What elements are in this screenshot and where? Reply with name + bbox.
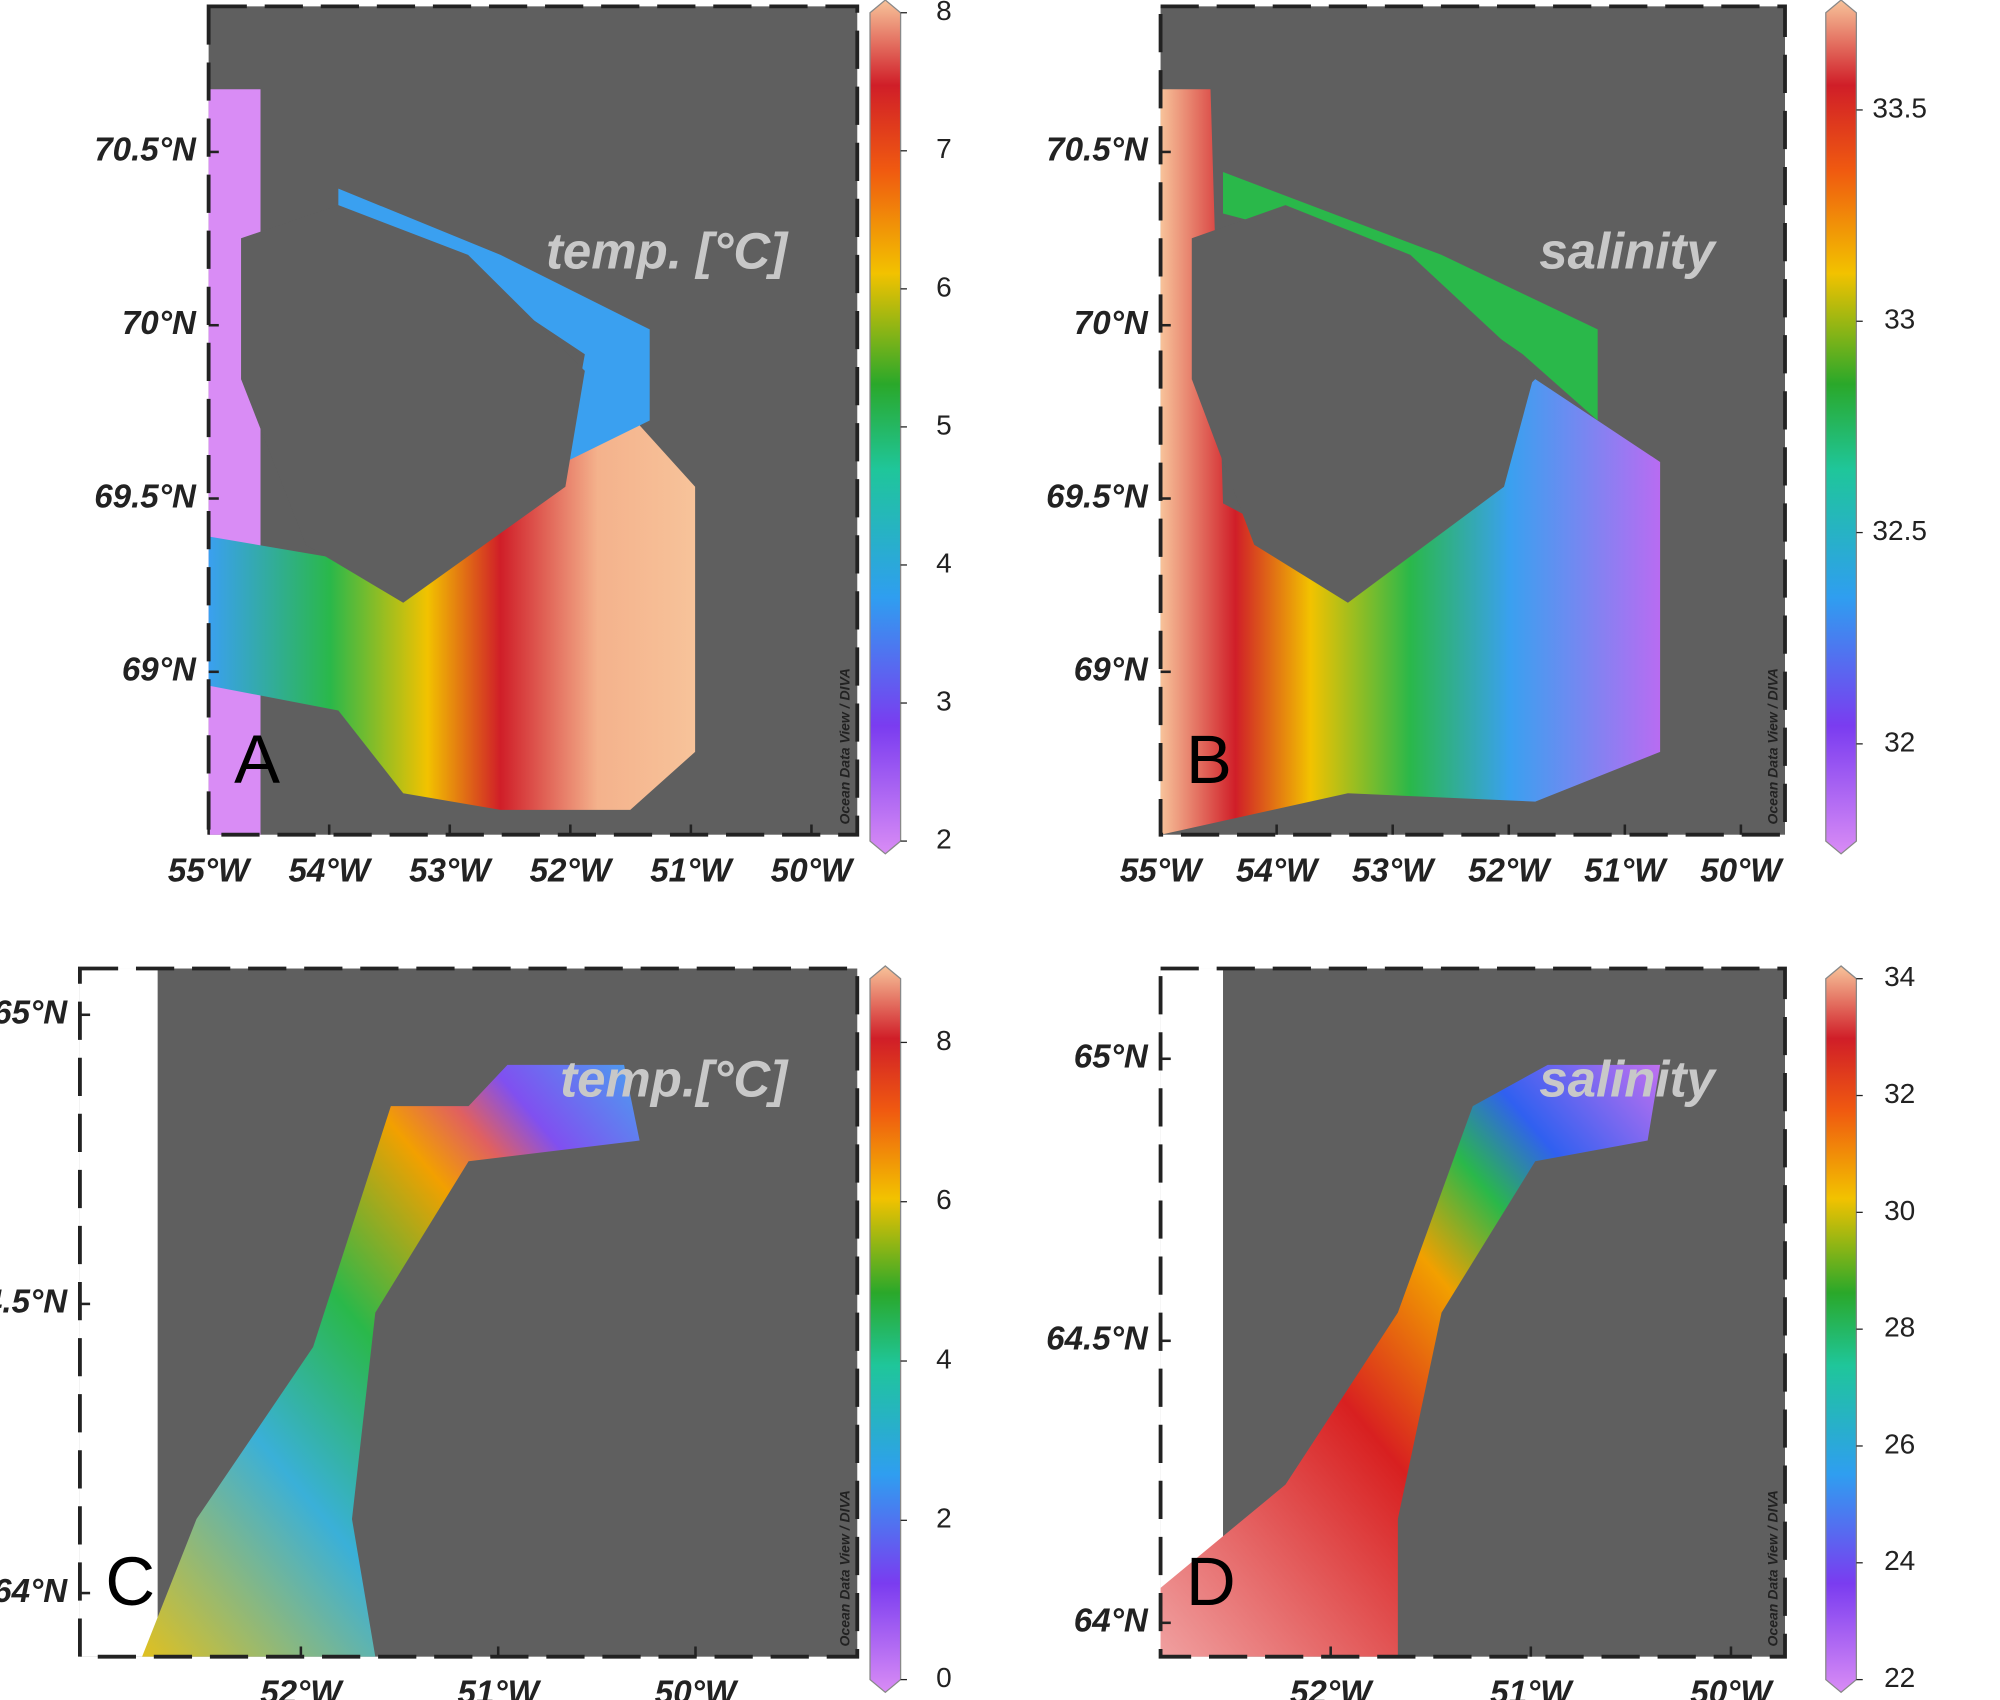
island (241, 205, 585, 603)
y-tick-label: 70°N (122, 305, 197, 342)
x-tick-label: 52°W (530, 853, 614, 890)
colorbar-tick-label: 3 (936, 685, 952, 716)
colorbar-tick-label: 8 (936, 0, 952, 26)
colorbar (1825, 0, 1858, 855)
water-field (142, 1064, 640, 1657)
coastal-shelf (79, 968, 158, 1657)
water-field (208, 379, 696, 810)
x-tick-label: 51°W (1584, 853, 1668, 890)
map-frame (206, 4, 860, 837)
colorbar-tick-label: 33.5 (1872, 92, 1927, 123)
map-panel: salinity B Ocean Data View / DIVA 55°W 54°W 5… (1046, 0, 1927, 890)
colorbar-tick-label: 32 (1884, 1078, 1915, 1109)
y-tick-label: 64°N (1074, 1603, 1149, 1640)
colorbar (869, 0, 902, 855)
x-tick-label: 51°W (650, 853, 734, 890)
y-tick-label: 69.5°N (94, 478, 197, 515)
colorbar-tick-label: 30 (1884, 1195, 1915, 1226)
colorbar-tick-label: 6 (936, 271, 952, 302)
x-tick-label: 53°W (409, 853, 493, 890)
coastal-shelf (1160, 968, 1224, 1657)
x-tick-label: 52°W (1468, 853, 1552, 890)
map-panel: salinity D Ocean Data View / DIVA 52°W 51°W 5… (1046, 961, 1915, 1700)
y-tick-label: 69°N (122, 652, 197, 689)
panel-letter: D (1186, 1543, 1236, 1620)
map-panel: temp.[°C] C Ocean Data View / DIVA 52°W 51°W… (0, 965, 952, 1700)
credit: Ocean Data View / DIVA (837, 1490, 853, 1646)
panel-letter: B (1186, 721, 1232, 798)
x-tick-label: 51°W (458, 1675, 542, 1700)
colorbar-tick-label: 32 (1884, 726, 1915, 757)
colorbar-tick-label: 2 (936, 823, 952, 854)
colorbar-tick-label: 32.5 (1872, 515, 1927, 546)
x-tick-label: 55°W (1120, 853, 1204, 890)
map-frame (77, 966, 860, 1659)
panel-title: temp.[°C] (560, 1051, 789, 1108)
colorbar-tick-label: 4 (936, 547, 952, 578)
panel-title: salinity (1539, 1051, 1717, 1108)
map-frame (1158, 966, 1787, 1659)
y-tick-label: 69°N (1074, 652, 1149, 689)
y-tick-label: 65°N (1074, 1039, 1149, 1076)
x-tick-label: 52°W (260, 1675, 344, 1700)
x-tick-label: 55°W (168, 853, 252, 890)
panel-letter: C (105, 1543, 155, 1620)
colorbar (869, 965, 902, 1694)
colorbar-tick-label: 28 (1884, 1312, 1915, 1343)
colorbar-tick-label: 34 (1884, 961, 1915, 992)
x-tick-label: 51°W (1490, 1675, 1574, 1700)
colorbar-tick-label: 8 (936, 1025, 952, 1056)
water-field (1160, 89, 1661, 835)
colorbar-tick-label: 33 (1884, 304, 1915, 335)
x-tick-label: 54°W (1236, 853, 1320, 890)
panels: temp. [°C] A Ocean Data View / DIVA 55°W 54°… (0, 0, 1927, 1700)
y-tick-label: 64°N (0, 1573, 68, 1610)
water-field (1160, 1064, 1661, 1657)
colorbar-tick-label: 6 (936, 1184, 952, 1215)
map-panel: temp. [°C] A Ocean Data View / DIVA 55°W 54°… (94, 0, 952, 890)
credit: Ocean Data View / DIVA (837, 668, 853, 824)
colorbar (1825, 965, 1858, 1694)
y-tick-label: 64.5°N (1046, 1321, 1149, 1358)
island (1191, 205, 1536, 603)
colorbar-tick-label: 7 (936, 133, 952, 164)
colorbar-tick-label: 5 (936, 409, 952, 440)
y-tick-label: 64.5°N (0, 1284, 68, 1321)
colorbar-tick-label: 22 (1884, 1662, 1915, 1693)
water-field (338, 188, 650, 462)
x-tick-label: 50°W (655, 1675, 739, 1700)
y-tick-label: 70.5°N (1046, 132, 1149, 169)
x-tick-label: 52°W (1290, 1675, 1374, 1700)
colorbar-tick-label: 2 (936, 1503, 952, 1534)
panel-letter: A (234, 721, 280, 798)
colorbar-tick-label: 0 (936, 1662, 952, 1693)
y-tick-label: 70.5°N (94, 132, 197, 169)
panel-title: salinity (1539, 222, 1717, 279)
x-tick-label: 50°W (1690, 1675, 1774, 1700)
x-tick-label: 50°W (771, 853, 855, 890)
map-frame (1158, 4, 1787, 837)
colorbar-tick-label: 4 (936, 1343, 952, 1374)
y-tick-label: 69.5°N (1046, 478, 1149, 515)
credit: Ocean Data View / DIVA (1764, 668, 1780, 824)
colorbar-tick-label: 26 (1884, 1428, 1915, 1459)
credit: Ocean Data View / DIVA (1764, 1490, 1780, 1646)
x-tick-label: 50°W (1700, 853, 1784, 890)
y-tick-label: 70°N (1074, 305, 1149, 342)
x-tick-label: 54°W (289, 853, 373, 890)
x-tick-label: 53°W (1352, 853, 1436, 890)
y-tick-label: 65°N (0, 995, 68, 1032)
panel-title: temp. [°C] (546, 222, 789, 279)
colorbar-tick-label: 24 (1884, 1545, 1915, 1576)
